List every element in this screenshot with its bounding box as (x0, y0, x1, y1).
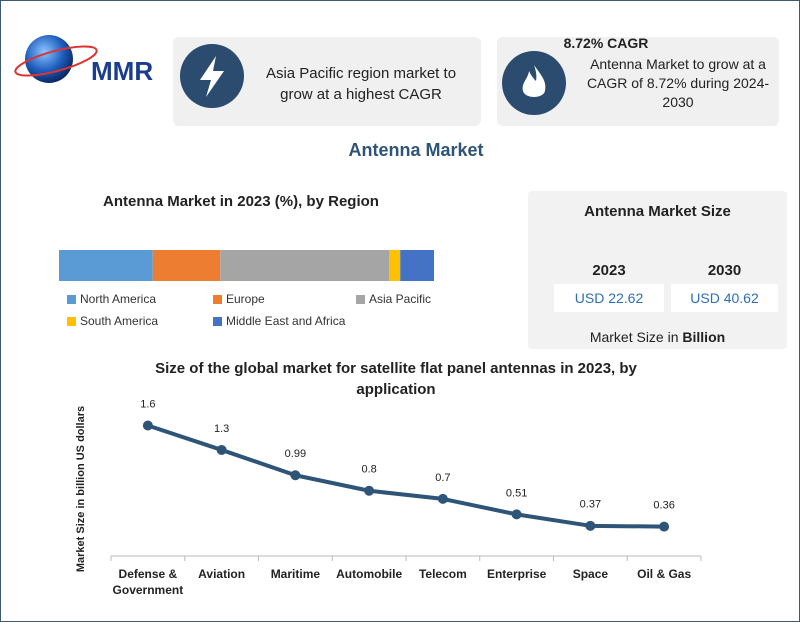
legend-swatch (356, 295, 365, 304)
data-label: 1.6 (140, 398, 155, 410)
x-tick-label: Oil & Gas (637, 567, 692, 581)
data-label: 0.37 (580, 499, 601, 511)
logo-text: MMR (91, 56, 153, 86)
year: 2030 (707, 262, 742, 279)
chart-title: Size of the global market for satellite … (155, 360, 637, 398)
x-tick-label: Aviation (198, 567, 246, 581)
highlight-text: Antenna Market to grow at a CAGR of 8.72… (586, 56, 770, 110)
data-label: 0.36 (653, 500, 674, 512)
chart-title: Antenna Market in 2023 (%), by Region (103, 193, 379, 210)
point (364, 485, 375, 496)
point (585, 520, 596, 531)
value-box (671, 284, 778, 312)
logo-orbit (14, 45, 98, 77)
point (216, 444, 227, 455)
data-label: 0.99 (285, 448, 306, 460)
x-tick-label: Telecom (418, 567, 467, 581)
highlight-box (497, 37, 779, 126)
year: 2023 (592, 262, 626, 279)
x-tick-label: Defense & Government (112, 567, 184, 597)
point (437, 493, 448, 504)
legend-label: South America (80, 314, 158, 328)
bar-segment (389, 250, 401, 281)
legend-label: Asia Pacific (369, 292, 431, 306)
box-footer: Market Size in Billion (528, 329, 787, 345)
data-label: 0.51 (506, 487, 527, 499)
value-box (554, 284, 664, 312)
footer-text: Market Size in (589, 329, 679, 345)
legend-label: Europe (226, 292, 265, 306)
bolt-shape (200, 56, 224, 97)
legend-swatch (67, 317, 76, 326)
x-tick-label: Automobile (336, 567, 403, 581)
bar-segment (220, 250, 389, 281)
legend-label: Middle East and Africa (226, 314, 346, 328)
x-tick-label: Space (572, 567, 609, 581)
data-label: 1.3 (214, 423, 229, 435)
point (290, 470, 301, 481)
page-title: Antenna Market (348, 140, 484, 160)
bar-segment (400, 250, 434, 281)
data-label: 0.7 (435, 472, 450, 484)
point (659, 521, 670, 532)
point (511, 509, 522, 520)
series-line (147, 423, 665, 529)
highlight-text: Asia Pacific region market to grow at a … (265, 65, 457, 103)
footer-unit: Billion (682, 329, 726, 345)
highlight-title: 8.72% CAGR (563, 35, 649, 51)
legend-swatch (213, 317, 222, 326)
x-tick-label: Maritime (270, 567, 321, 581)
legend-swatch (213, 295, 222, 304)
point (142, 420, 153, 431)
legend-swatch (67, 295, 76, 304)
flame-shape (522, 65, 546, 97)
value: USD 22.62 (574, 290, 644, 306)
value: USD 40.62 (690, 290, 759, 306)
legend-label: North America (80, 292, 156, 306)
bar-segment (152, 250, 221, 281)
bar-segment (59, 250, 153, 281)
y-axis-label: Market Size in billion US dollars (75, 406, 87, 572)
box-title: Antenna Market Size (584, 203, 731, 220)
data-label: 0.8 (361, 464, 376, 476)
highlight-box (173, 37, 481, 126)
x-tick-label: Enterprise (486, 567, 547, 581)
